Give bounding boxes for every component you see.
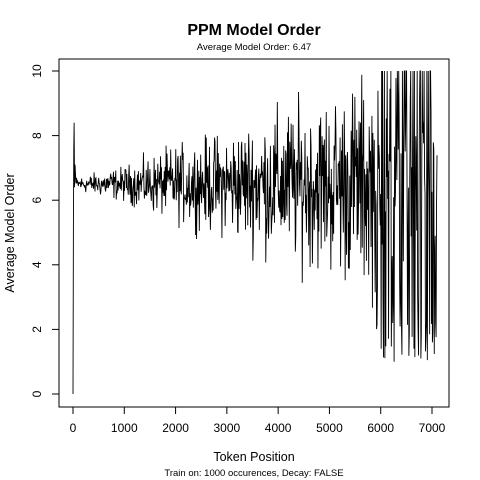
x-tick-label: 6000 bbox=[367, 421, 394, 435]
x-tick-label: 5000 bbox=[316, 421, 343, 435]
chart-footer: Train on: 1000 occurences, Decay: FALSE bbox=[164, 468, 343, 479]
x-tick-label: 4000 bbox=[265, 421, 292, 435]
y-tick-label: 2 bbox=[30, 326, 44, 333]
series-path bbox=[72, 70, 438, 395]
y-tick-label: 8 bbox=[30, 132, 44, 139]
chart-title: PPM Model Order bbox=[187, 22, 320, 39]
x-axis-label: Token Position bbox=[213, 450, 294, 464]
y-axis: 0 2 4 6 8 10 bbox=[30, 64, 60, 397]
x-tick-label: 3000 bbox=[214, 421, 241, 435]
y-tick-label: 10 bbox=[30, 64, 44, 78]
y-tick-label: 4 bbox=[30, 261, 44, 268]
y-axis-label: Average Model Order bbox=[3, 173, 17, 292]
chart-subtitle: Average Model Order: 6.47 bbox=[197, 42, 311, 53]
x-tick-label: 7000 bbox=[419, 421, 446, 435]
x-tick-label: 0 bbox=[70, 421, 77, 435]
series-line bbox=[72, 70, 438, 395]
y-tick-label: 0 bbox=[30, 390, 44, 397]
y-tick-label: 6 bbox=[30, 197, 44, 204]
x-axis: 0 1000 2000 3000 4000 5000 6000 7000 bbox=[70, 406, 446, 435]
x-tick-label: 1000 bbox=[111, 421, 138, 435]
x-tick-label: 2000 bbox=[162, 421, 189, 435]
